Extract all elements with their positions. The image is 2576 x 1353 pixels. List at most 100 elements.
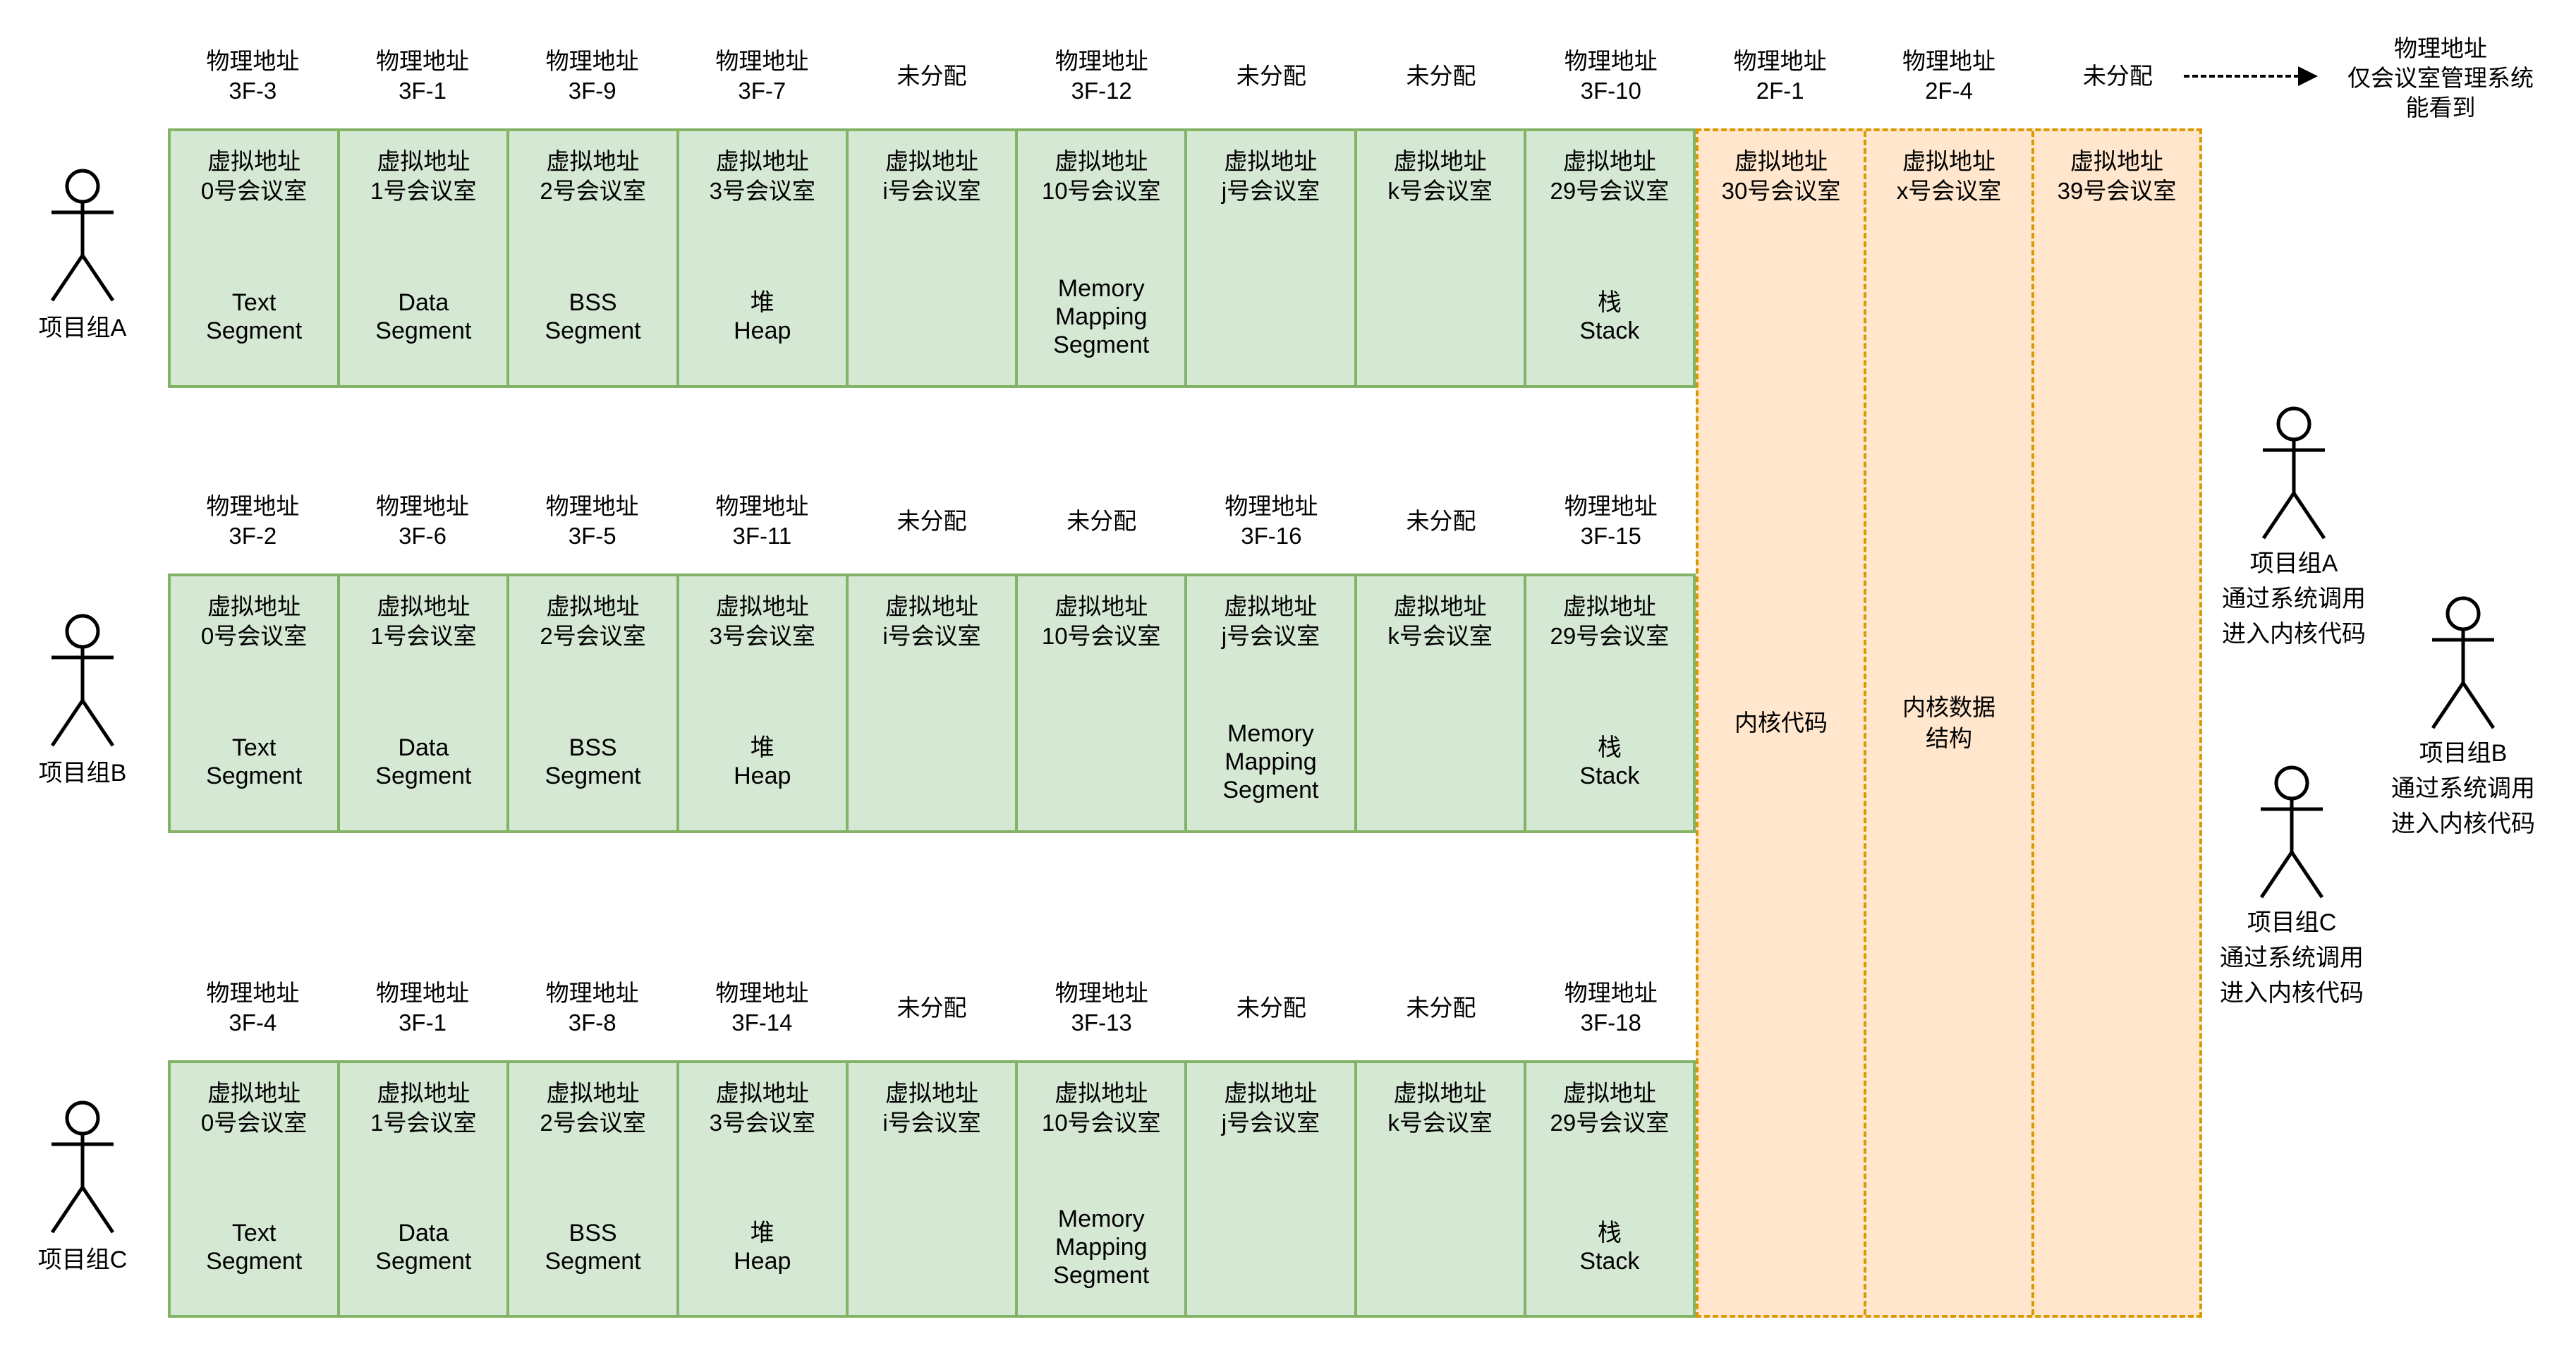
note-line: 项目组C: [2247, 909, 2337, 936]
virtual-address-line: 3号会议室: [709, 1110, 815, 1136]
virtual-address-line: 虚拟地址: [1224, 593, 1318, 619]
physical-address-line: 3F-18: [1580, 1009, 1641, 1036]
physical-address-line: 物理地址: [545, 48, 639, 74]
virtual-address-line: 0号会议室: [200, 1110, 308, 1136]
segment-label: Data Segment: [340, 289, 506, 345]
virtual-address-line: i号会议室: [882, 623, 981, 649]
physical-address-label: 物理地址 3F-6: [338, 492, 508, 551]
virtual-address-line: 虚拟地址: [715, 593, 809, 619]
physical-address-line: 3F-1: [399, 1009, 446, 1036]
virtual-address-line: j号会议室: [1221, 623, 1320, 649]
virtual-address-line: 虚拟地址: [1055, 593, 1148, 619]
segment-label: BSS Segment: [509, 734, 676, 790]
person-figure: [2177, 406, 2410, 543]
physical-address-line: 物理地址: [1055, 980, 1148, 1006]
note-line: 进入内核代码: [2220, 980, 2364, 1007]
note-line: 通过系统调用: [2222, 586, 2366, 612]
virtual-address-line: 虚拟地址: [546, 148, 640, 174]
kernel-label-line: 结构: [1926, 725, 1972, 751]
segment-label: 栈 Stack: [1526, 289, 1693, 345]
actor-project-a-syscall: 项目组A 通过系统调用 进入内核代码: [2177, 406, 2410, 652]
physical-address-line: 未分配: [897, 995, 967, 1021]
person-icon: [50, 614, 115, 747]
virtual-room-cell: 虚拟地址 j号会议室: [1187, 1063, 1357, 1315]
virtual-address-line: 1号会议室: [370, 623, 477, 649]
actor-note: 项目组C 通过系统调用 进入内核代码: [2175, 905, 2408, 1011]
virtual-address-line: 29号会议室: [1550, 178, 1670, 204]
physical-address-label: 未分配: [847, 978, 1017, 1038]
person-icon: [50, 1100, 115, 1234]
virtual-address-label: 虚拟地址 2号会议室: [509, 592, 676, 651]
virtual-address-label: 虚拟地址 j号会议室: [1187, 592, 1354, 651]
segment-label-line: Memory: [1057, 1205, 1145, 1232]
physical-address-line: 3F-5: [568, 523, 616, 549]
virtual-address-label: 虚拟地址 30号会议室: [1699, 147, 1864, 206]
virtual-address-line: 虚拟地址: [885, 593, 978, 619]
physical-address-label: 未分配: [1186, 978, 1356, 1038]
person-icon: [2261, 406, 2326, 540]
physical-address-label: 物理地址 3F-15: [1526, 492, 1696, 551]
virtual-address-line: 虚拟地址: [2070, 148, 2163, 174]
virtual-address-line: 1号会议室: [370, 178, 477, 204]
physical-address-line: 3F-11: [732, 523, 792, 549]
virtual-address-line: 虚拟地址: [1734, 148, 1828, 174]
physical-address-header-row: 物理地址 3F-3 物理地址 3F-1 物理地址 3F-9 物理地址 3F-7 未分配 物理地址 3…: [168, 47, 1696, 106]
virtual-address-line: 虚拟地址: [1902, 148, 1995, 174]
virtual-address-line: 虚拟地址: [207, 1080, 301, 1106]
process-address-space-row: 虚拟地址 0号会议室 Text Segment 虚拟地址 1号会议室 Data Segment…: [168, 1060, 1696, 1318]
actor-note: 项目组A 通过系统调用 进入内核代码: [2177, 546, 2410, 652]
segment-label-line: Data: [398, 1219, 449, 1246]
actor-project-c-syscall: 项目组C 通过系统调用 进入内核代码: [2175, 765, 2408, 1011]
virtual-address-line: 虚拟地址: [715, 1080, 809, 1106]
segment-label-line: 堆: [750, 734, 774, 761]
virtual-address-line: 虚拟地址: [1562, 1080, 1656, 1106]
virtual-room-cell: 虚拟地址 3号会议室堆 Heap: [679, 131, 849, 385]
physical-address-line: 未分配: [2082, 63, 2153, 89]
virtual-address-line: j号会议室: [1221, 178, 1320, 204]
virtual-address-line: 3号会议室: [709, 623, 815, 649]
actor-note: 项目组B 通过系统调用 进入内核代码: [2350, 736, 2576, 842]
physical-address-label: 物理地址 3F-8: [507, 978, 677, 1038]
virtual-address-line: 虚拟地址: [546, 593, 640, 619]
segment-label: Text Segment: [171, 1219, 337, 1275]
virtual-room-cell: 虚拟地址 2号会议室 BSS Segment: [509, 131, 679, 385]
physical-address-line: 2F-4: [1925, 78, 1973, 104]
virtual-address-label: 虚拟地址 3号会议室: [679, 147, 846, 206]
virtual-room-cell: 虚拟地址 0号会议室 Text Segment: [171, 576, 341, 830]
segment-label-line: Text: [231, 734, 277, 761]
virtual-address-line: 10号会议室: [1041, 178, 1161, 204]
segment-label-line: Data: [398, 734, 449, 761]
note-line: 能看到: [2405, 95, 2476, 121]
physical-address-line: 未分配: [897, 63, 967, 89]
physical-address-line: 3F-10: [1580, 78, 1641, 104]
kernel-column: 虚拟地址 x号会议室 内核数据 结构: [1866, 131, 2034, 1315]
kernel-physical-address-header-row: 物理地址 2F-1 物理地址 2F-4 未分配: [1696, 47, 2202, 106]
virtual-room-cell: 虚拟地址 1号会议室 Data Segment: [340, 131, 510, 385]
physical-address-line: 未分配: [897, 508, 967, 534]
physical-address-line: 物理地址: [206, 493, 300, 519]
physical-address-line: 物理地址: [715, 980, 809, 1006]
physical-address-label: 物理地址 3F-1: [338, 47, 508, 106]
note-line: 项目组B: [2419, 740, 2508, 767]
segment-label-line: Segment: [1222, 776, 1319, 803]
physical-address-line: 2F-1: [1756, 78, 1804, 104]
virtual-address-label: 虚拟地址 0号会议室: [171, 592, 337, 651]
segment-label: Memory Mapping Segment: [1187, 720, 1354, 804]
kernel-label: 内核代码: [1699, 708, 1864, 739]
physical-address-line: 3F-15: [1580, 523, 1641, 549]
virtual-room-cell: 虚拟地址 k号会议室: [1357, 576, 1526, 830]
virtual-room-cell: 虚拟地址 0号会议室 Text Segment: [171, 1063, 341, 1315]
physical-address-line: 3F-7: [738, 78, 786, 104]
person-figure: [7, 1100, 158, 1237]
virtual-address-line: 虚拟地址: [1055, 148, 1148, 174]
kernel-space-region: 虚拟地址 30号会议室 内核代码 虚拟地址 x号会议室 内核数据 结构 虚拟地址 39号会议室: [1696, 128, 2202, 1318]
kernel-label-line: 内核数据: [1902, 694, 1995, 720]
segment-label: BSS Segment: [509, 289, 676, 345]
virtual-address-line: 虚拟地址: [1393, 593, 1487, 619]
physical-address-header-row: 物理地址 3F-4 物理地址 3F-1 物理地址 3F-8 物理地址 3F-14 未分配 物理地址…: [168, 978, 1696, 1038]
virtual-address-label: 虚拟地址 10号会议室: [1018, 1079, 1184, 1138]
virtual-room-cell: 虚拟地址 10号会议室 Memory Mapping Segment: [1018, 1063, 1188, 1315]
virtual-address-label: 虚拟地址 29号会议室: [1526, 147, 1693, 206]
physical-address-line: 物理地址: [1902, 48, 1995, 74]
person-figure: [2350, 595, 2576, 733]
